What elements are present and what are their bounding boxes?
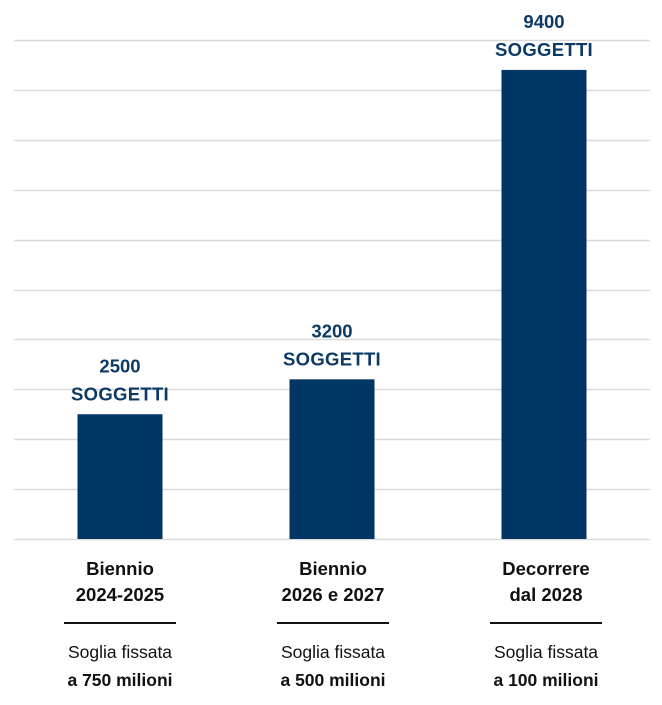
threshold-label: Soglia fissata — [67, 642, 173, 662]
category-block-2: Biennio 2026 e 2027 Soglia fissata a 500… — [248, 556, 418, 694]
category-divider — [277, 622, 389, 624]
threshold-label: Soglia fissata — [493, 642, 599, 662]
category-block-3: Decorrere dal 2028 Soglia fissata a 100 … — [461, 556, 631, 694]
threshold-value: a 750 milioni — [67, 670, 173, 690]
data-label-unit: SOGGETTI — [495, 39, 593, 60]
data-label-unit: SOGGETTI — [71, 383, 169, 404]
category-divider — [490, 622, 602, 624]
threshold-value: a 500 milioni — [280, 670, 386, 690]
threshold-label: Soglia fissata — [280, 642, 386, 662]
data-label-value: 3200 — [311, 320, 352, 341]
category-divider — [64, 622, 176, 624]
category-title: Decorrere dal 2028 — [502, 558, 590, 605]
category-title: Biennio 2024-2025 — [75, 558, 165, 605]
threshold-value: a 100 milioni — [493, 670, 599, 690]
bar — [289, 379, 375, 539]
bar — [501, 69, 587, 539]
data-label-value: 2500 — [99, 355, 140, 376]
data-label-value: 9400 — [523, 11, 564, 32]
data-label-unit: SOGGETTI — [283, 348, 381, 369]
bar — [77, 414, 163, 539]
category-block-1: Biennio 2024-2025 Soglia fissata a 750 m… — [35, 556, 205, 694]
category-title: Biennio 2026 e 2027 — [281, 558, 385, 605]
